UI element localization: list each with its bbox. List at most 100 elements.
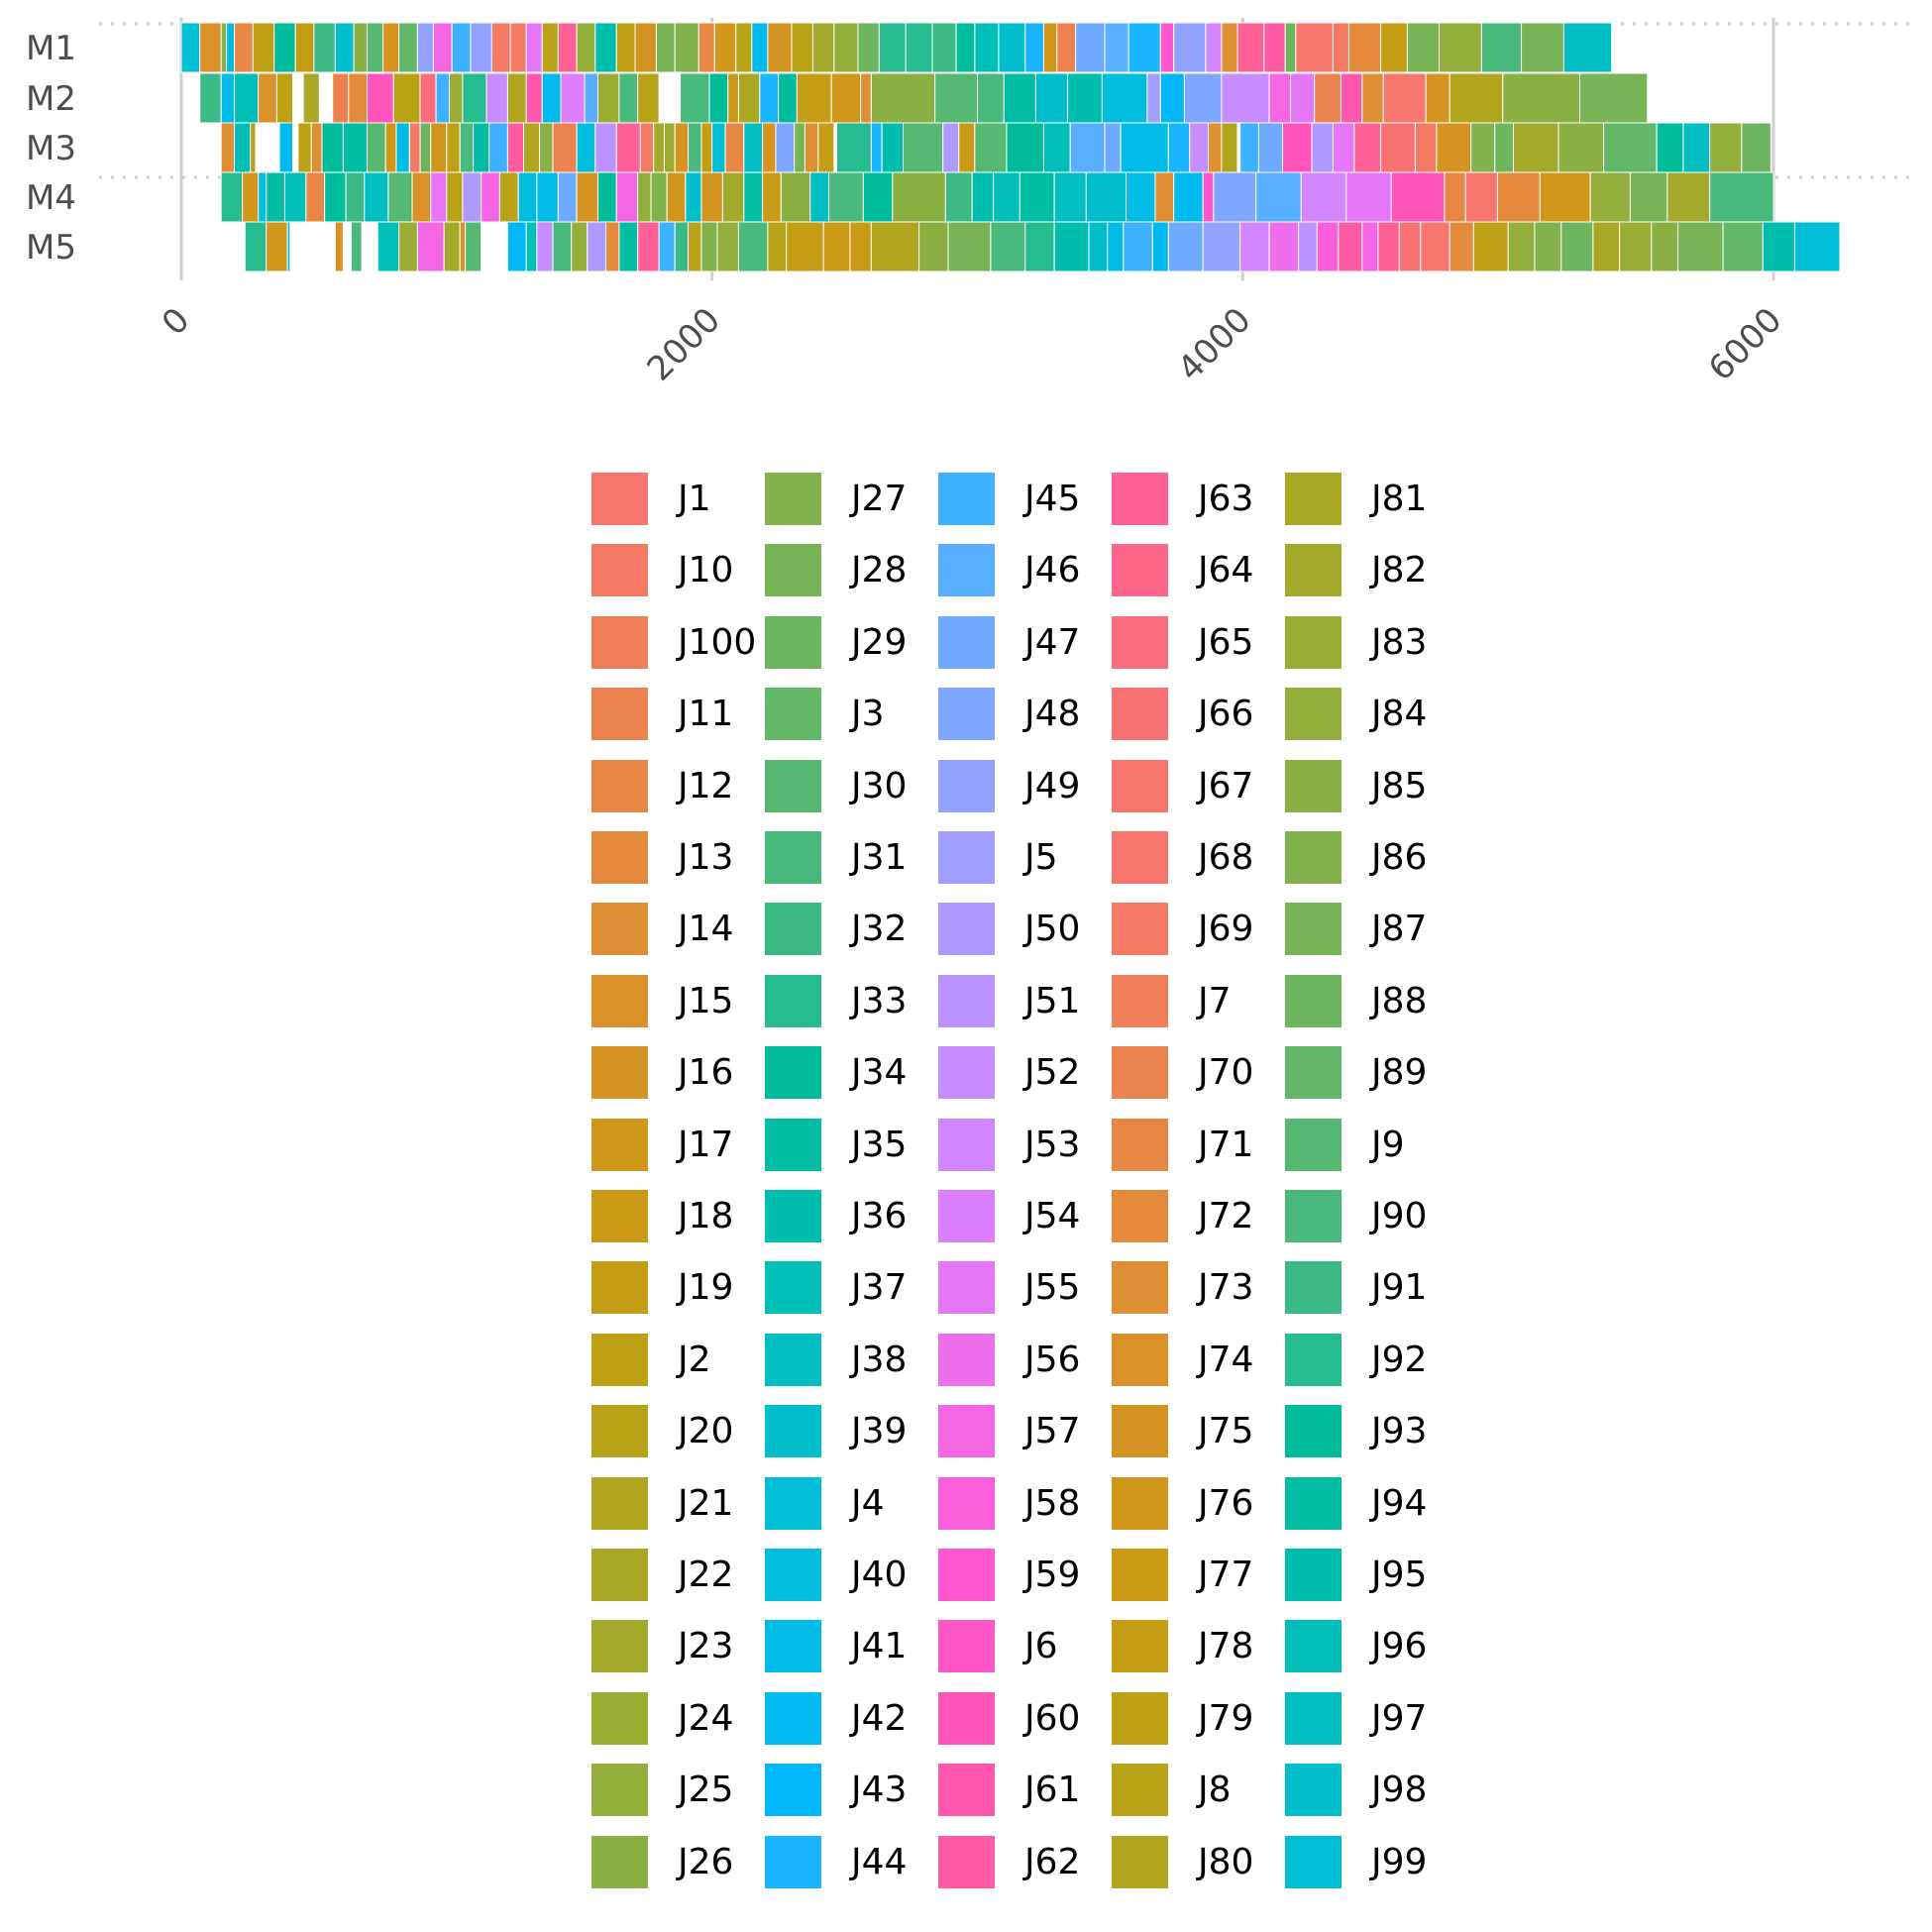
bar-M4-J72-52 — [1496, 171, 1541, 223]
bar-M5-J62-46 — [1338, 221, 1363, 272]
legend-swatch — [938, 1333, 995, 1386]
bar-M3-J16-28 — [674, 122, 690, 173]
bar-M1-J76-45 — [1042, 22, 1058, 73]
bar-M3-J14-37 — [804, 122, 819, 173]
bar-M1-J25-23 — [576, 22, 596, 73]
bar-M2-J80-15 — [506, 72, 527, 124]
legend-item-J6: J6 — [935, 1617, 1109, 1674]
bar-M3-J52-52 — [1189, 122, 1210, 173]
bar-M3-J55-59 — [1332, 122, 1355, 173]
legend-label: J92 — [1371, 1339, 1428, 1380]
bar-M1-J72-59 — [1347, 22, 1382, 73]
bar-M1-J39-43 — [998, 22, 1026, 73]
bar-M3-J89-68 — [1603, 122, 1658, 173]
bar-M3-J86-64 — [1470, 122, 1496, 173]
bar-M1-J10-19 — [509, 22, 527, 73]
bar-M2-J42-17 — [541, 72, 562, 124]
bar-M3-J84-71 — [1709, 122, 1743, 173]
bar-M5-J37-12 — [525, 221, 538, 272]
bar-M4-J94-3 — [266, 171, 285, 223]
bar-M3-J40-22 — [576, 122, 596, 173]
bar-M5-J57-7 — [416, 221, 445, 272]
legend-label: J83 — [1371, 621, 1428, 663]
bar-M4-J55-48 — [1345, 171, 1392, 223]
legend-label: J71 — [1198, 1124, 1254, 1165]
legend-swatch — [591, 1046, 648, 1100]
legend-swatch — [1285, 1620, 1342, 1673]
bar-M3-J77-44 — [958, 122, 976, 173]
bar-M4-J42-43 — [1173, 171, 1204, 223]
legend-swatch — [765, 1620, 821, 1673]
bar-M2-J85-51 — [1502, 72, 1580, 124]
bar-M3-J79-4 — [297, 122, 312, 173]
bar-M4-J39-40 — [1085, 171, 1127, 223]
legend-item-J3: J3 — [762, 685, 935, 742]
bar-M4-J26-30 — [780, 171, 811, 223]
legend-swatch — [1112, 974, 1168, 1027]
legend-label: J40 — [851, 1555, 908, 1595]
bar-M1-J57-15 — [432, 22, 453, 73]
bar-M1-J87-64 — [1521, 22, 1564, 73]
bar-M5-J42-39 — [1151, 221, 1169, 272]
bar-M4-J26-34 — [892, 171, 946, 223]
x-axis-tick-labels: 0 2000 4000 6000 — [155, 300, 1790, 388]
bar-M1-J16-26 — [634, 22, 657, 73]
bar-M1-J12-4 — [234, 22, 254, 73]
bar-M3-J50-43 — [942, 122, 960, 173]
legend-label: J61 — [1024, 1770, 1081, 1811]
bar-M3-J11-21 — [552, 122, 578, 173]
legend-label: J29 — [851, 621, 908, 663]
bar-M1-J20-31 — [735, 22, 753, 73]
legend-item-J36: J36 — [762, 1187, 935, 1244]
legend-label: J64 — [1198, 550, 1254, 591]
bar-M3-J88-65 — [1494, 122, 1515, 173]
legend-item-J90: J90 — [1282, 1187, 1455, 1244]
bar-M4-J94-28 — [743, 171, 764, 223]
legend-label: J42 — [851, 1697, 908, 1739]
legend-swatch — [1285, 1333, 1342, 1386]
bar-M1-J25-36 — [833, 22, 859, 73]
legend-swatch — [765, 1118, 821, 1171]
legend-swatch — [591, 1190, 648, 1242]
legend-item-J24: J24 — [589, 1689, 762, 1747]
legend-item-J21: J21 — [589, 1474, 762, 1532]
bar-M3-J44-40 — [870, 122, 883, 173]
legend-swatch — [591, 759, 648, 812]
bar-M5-J85-58 — [1651, 221, 1679, 272]
legend-item-J31: J31 — [762, 828, 935, 886]
bar-M5-J13-17 — [605, 221, 620, 272]
legend-label: J14 — [678, 909, 734, 950]
machine-labels: M1 M2 M3 M4 M5 — [26, 29, 76, 268]
bar-M1-J59-50 — [1159, 22, 1175, 73]
bar-M2-J24-12 — [449, 72, 464, 124]
bar-M5-J47-40 — [1167, 221, 1204, 272]
bar-M2-J90-23 — [680, 72, 710, 124]
legend-item-J50: J50 — [935, 900, 1109, 957]
legend-swatch — [1285, 759, 1342, 812]
bar-M1-J69-18 — [490, 22, 511, 73]
bar-M3-J45-55 — [1239, 122, 1259, 173]
bar-M2-J48-41 — [1183, 72, 1223, 124]
legend-swatch — [591, 1405, 648, 1458]
legend-label: J59 — [1024, 1555, 1081, 1595]
legend-swatch — [591, 1261, 648, 1315]
legend-swatch — [1285, 1835, 1342, 1888]
legend-swatch — [1112, 759, 1168, 812]
legend-item-J29: J29 — [762, 613, 935, 671]
bar-M3-J41-10 — [395, 122, 410, 173]
legend-item-J33: J33 — [762, 972, 935, 1029]
bar-M2-J46-19 — [584, 72, 598, 124]
bar-M5-J91-21 — [674, 221, 690, 272]
machine-label-M5: M5 — [26, 228, 76, 268]
legend-label: J30 — [851, 765, 908, 806]
bar-M3-J29-12 — [419, 122, 432, 173]
bar-M5-J66-49 — [1398, 221, 1422, 272]
bar-M3-J47-56 — [1257, 122, 1284, 173]
legend-swatch — [1112, 1620, 1168, 1673]
legend-item-J52: J52 — [935, 1043, 1109, 1101]
bar-M1-J87-61 — [1406, 22, 1441, 73]
machine-label-M1: M1 — [26, 29, 76, 68]
bar-M5-J63-48 — [1377, 221, 1400, 272]
legend-swatch — [591, 544, 648, 597]
legend-swatch — [938, 1476, 995, 1530]
